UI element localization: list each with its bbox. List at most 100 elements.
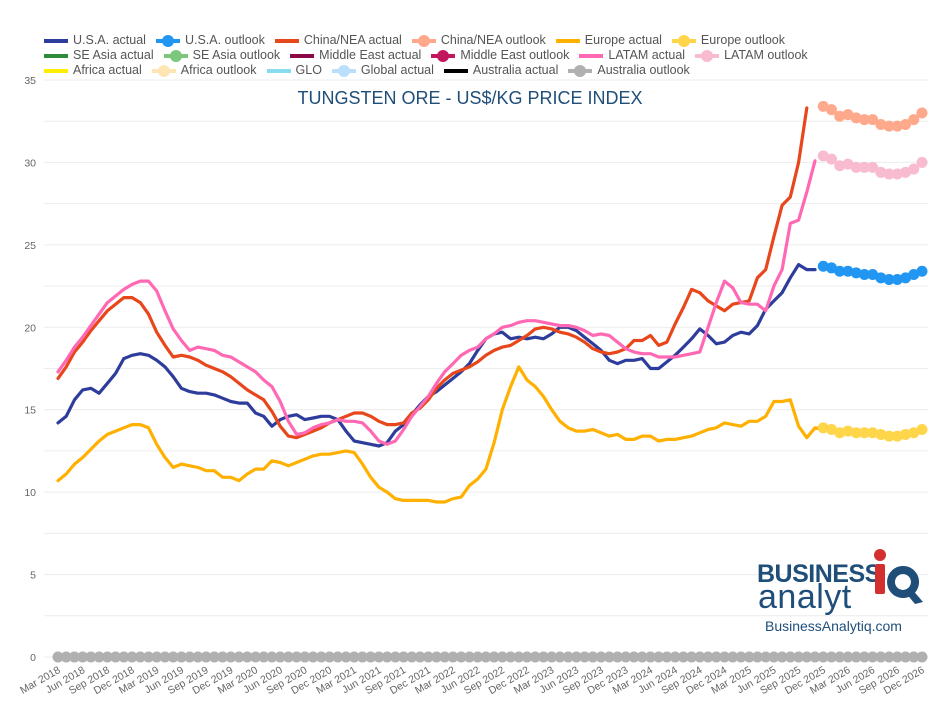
data-point-europe-outlook (825, 423, 837, 435)
legend-item[interactable]: U.S.A. outlook (155, 33, 265, 48)
chart-title: TUNGSTEN ORE - US$/KG PRICE INDEX (297, 88, 643, 108)
data-point-australia-outlook (850, 651, 862, 663)
data-point-australia-outlook (521, 651, 533, 663)
legend-item[interactable]: Africa actual (44, 63, 142, 78)
legend-marker-dot-icon (695, 49, 720, 62)
data-point-australia-outlook (735, 651, 747, 663)
data-point-australia-outlook (134, 651, 146, 663)
legend-item[interactable]: China/NEA actual (274, 33, 402, 48)
data-point-europe-outlook (817, 422, 829, 434)
legend-item[interactable]: SE Asia actual (44, 48, 154, 63)
data-point-australia-outlook (513, 651, 525, 663)
legend-item[interactable]: Europe actual (555, 33, 662, 48)
data-point-australia-outlook (184, 651, 196, 663)
legend-item[interactable]: China/NEA outlook (411, 33, 546, 48)
legend-item[interactable]: LATAM outlook (695, 48, 808, 63)
legend-row-2: SE Asia actual SE Asia outlook Middle East… (44, 48, 924, 63)
data-point-australia-outlook (299, 651, 311, 663)
logo-url-text: BusinessAnalytiq.com (765, 618, 902, 634)
data-point-australia-outlook (447, 651, 459, 663)
legend-label: LATAM outlook (724, 48, 808, 62)
data-point-china-nea-outlook (883, 120, 895, 132)
y-tick-label: 0 (30, 652, 36, 664)
legend-item[interactable]: Australia outlook (568, 63, 690, 78)
data-point-australia-outlook (217, 651, 229, 663)
data-point-australia-outlook (389, 651, 401, 663)
legend-item[interactable]: Australia actual (443, 63, 559, 78)
legend-item[interactable]: Middle East actual (290, 48, 421, 63)
data-point-latam-outlook (858, 161, 870, 173)
legend-label: China/NEA actual (303, 33, 402, 47)
data-point-australia-outlook (431, 651, 443, 663)
y-tick-label: 15 (24, 405, 36, 417)
data-point-australia-outlook (200, 651, 212, 663)
legend-item[interactable]: SE Asia outlook (163, 48, 280, 63)
businessanalytiq-logo: BUSINESS analyt BusinessAnalytiq.com (757, 548, 927, 638)
data-point-australia-outlook (258, 651, 270, 663)
legend-label: Europe outlook (700, 33, 786, 47)
data-point-u-s-a-outlook (883, 273, 895, 285)
logo-iq-icon (874, 549, 923, 604)
y-tick-label: 25 (24, 240, 36, 252)
data-point-australia-outlook (867, 651, 879, 663)
data-point-europe-outlook (875, 428, 887, 440)
y-tick-label: 10 (24, 487, 36, 499)
data-point-australia-outlook (842, 651, 854, 663)
data-point-u-s-a-outlook (908, 269, 920, 281)
data-point-australia-outlook (768, 651, 780, 663)
data-point-australia-outlook (537, 651, 549, 663)
legend-item[interactable]: GLO (266, 63, 322, 78)
data-point-australia-outlook (620, 651, 632, 663)
legend-item[interactable]: U.S.A. actual (44, 33, 146, 48)
legend-label: U.S.A. outlook (184, 33, 265, 47)
legend-item[interactable]: LATAM actual (579, 48, 685, 63)
data-point-china-nea-outlook (867, 114, 879, 126)
data-point-australia-outlook (126, 651, 138, 663)
data-point-australia-outlook (110, 651, 122, 663)
data-point-australia-outlook (225, 651, 237, 663)
legend-item[interactable]: Europe outlook (671, 33, 786, 48)
data-point-europe-outlook (883, 430, 895, 442)
legend-label: Global actual (360, 63, 434, 77)
data-point-latam-outlook (850, 161, 862, 173)
data-point-australia-outlook (381, 651, 393, 663)
data-point-australia-outlook (365, 651, 377, 663)
data-point-australia-outlook (266, 651, 278, 663)
data-point-u-s-a-outlook (891, 273, 903, 285)
data-point-australia-outlook (307, 651, 319, 663)
data-point-australia-outlook (241, 651, 253, 663)
data-point-u-s-a-outlook (867, 269, 879, 281)
data-point-europe-outlook (834, 427, 846, 439)
data-point-australia-outlook (661, 651, 673, 663)
legend-label: Australia actual (472, 63, 559, 77)
data-point-europe-outlook (842, 425, 854, 437)
legend-label: LATAM actual (608, 48, 686, 62)
legend-item[interactable]: Africa outlook (151, 63, 257, 78)
data-point-australia-outlook (784, 651, 796, 663)
data-point-australia-outlook (463, 651, 475, 663)
chart-legend: U.S.A. actual U.S.A. outlook China/NEA act… (44, 33, 924, 78)
data-point-u-s-a-outlook (842, 265, 854, 277)
legend-item[interactable]: Middle East outlook (431, 48, 569, 63)
legend-marker-dot-icon (431, 49, 456, 62)
series-line-u-s-a-actual (56, 263, 817, 448)
data-point-australia-outlook (101, 651, 113, 663)
data-point-australia-outlook (916, 651, 928, 663)
data-point-australia-outlook (233, 651, 245, 663)
data-point-australia-outlook (406, 651, 418, 663)
data-point-australia-outlook (883, 651, 895, 663)
data-point-china-nea-outlook (891, 120, 903, 132)
data-point-australia-outlook (677, 651, 689, 663)
legend-marker-line-icon (579, 53, 604, 58)
data-point-australia-outlook (825, 651, 837, 663)
legend-label: SE Asia actual (73, 48, 154, 62)
data-point-europe-outlook (916, 423, 928, 435)
data-point-australia-outlook (562, 651, 574, 663)
data-point-australia-outlook (834, 651, 846, 663)
data-point-europe-outlook (858, 427, 870, 439)
data-point-europe-outlook (891, 430, 903, 442)
legend-label: Middle East actual (319, 48, 422, 62)
legend-item[interactable]: Global actual (331, 63, 434, 78)
legend-label: U.S.A. actual (73, 33, 146, 47)
